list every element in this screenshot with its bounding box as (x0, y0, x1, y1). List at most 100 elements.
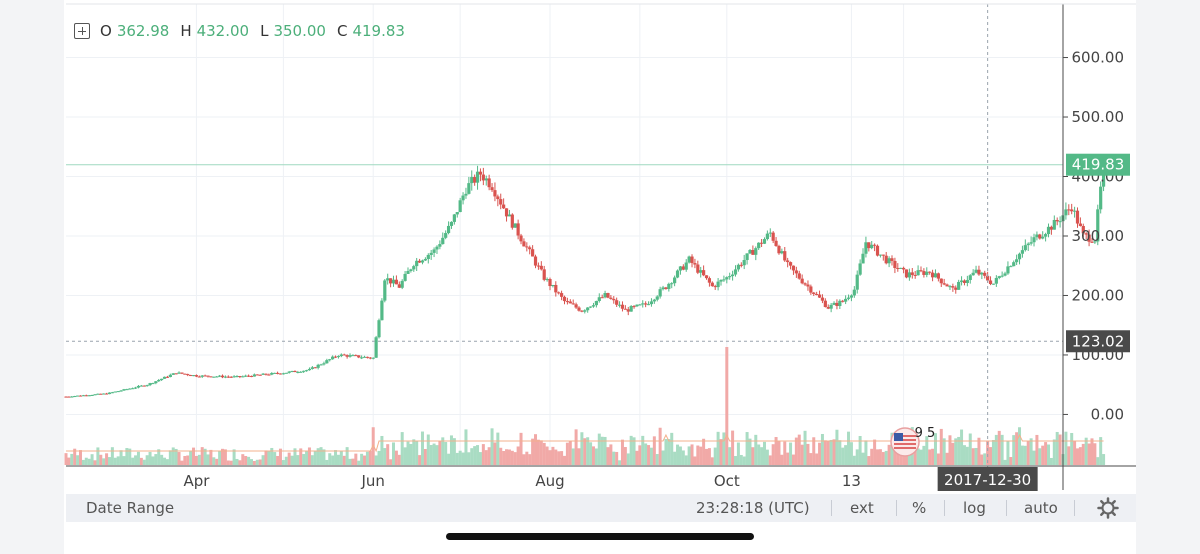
volume-bar (855, 449, 859, 465)
flag-canton (894, 433, 903, 441)
volume-bar (409, 443, 413, 465)
volume-bar (64, 453, 68, 465)
volume-bar (794, 437, 798, 465)
candle-body (739, 264, 743, 266)
volume-bar (113, 457, 117, 465)
candle-body (754, 248, 758, 255)
volume-bar (438, 440, 442, 465)
log-toggle[interactable]: log (963, 499, 986, 517)
candle-body (232, 376, 236, 378)
candle-body (258, 374, 262, 376)
volume-bar (209, 449, 213, 465)
candle-body (925, 271, 929, 275)
volume-bar (583, 438, 587, 465)
ohlc-high-value: 432.00 (196, 22, 250, 40)
volume-bar (264, 450, 268, 465)
candle-body (1020, 250, 1025, 254)
candle-body (470, 177, 474, 184)
volume-bar (951, 442, 955, 465)
volume-bar (134, 455, 138, 465)
candle-body (617, 304, 622, 306)
volume-bar (415, 440, 419, 465)
candle-body (139, 385, 143, 387)
utc-clock[interactable]: 23:28:18 (UTC) (696, 499, 810, 517)
volume-bar (226, 460, 230, 465)
crosshair-date-bg (937, 467, 1038, 491)
volume-bar (206, 454, 210, 465)
candle-body (858, 263, 862, 275)
candle-body (632, 306, 636, 308)
candle-body (417, 260, 422, 263)
candle-body (725, 277, 729, 280)
candle-body (360, 357, 364, 359)
candle-body (510, 214, 514, 228)
expand-icon[interactable] (74, 23, 90, 39)
date-range-button[interactable]: Date Range (86, 499, 175, 517)
volume-bar (186, 455, 190, 465)
percent-toggle[interactable]: % (912, 499, 927, 517)
candle-body (1070, 209, 1074, 212)
candle-body (203, 375, 207, 377)
candle-body (809, 286, 813, 293)
candle-body (446, 225, 451, 234)
candle-body (183, 373, 187, 375)
candle-body (791, 265, 796, 271)
x-tick-label: Apr (183, 472, 210, 490)
volume-bar (426, 434, 430, 465)
candle-body (507, 214, 512, 217)
volume-bar (534, 434, 538, 465)
candle-body (626, 309, 630, 312)
ext-toggle[interactable]: ext (850, 499, 874, 517)
candle-body (545, 279, 549, 281)
volume-bar (232, 449, 236, 465)
candle-body (389, 278, 393, 284)
flag-stripe (894, 439, 916, 441)
volume-bar (247, 456, 251, 465)
candle-body (664, 287, 668, 289)
volume-bar (876, 449, 880, 465)
candle-body (1003, 273, 1007, 276)
volume-bar (945, 452, 949, 465)
volume-bar (936, 453, 940, 465)
candle-body (371, 357, 375, 359)
volume-bar (658, 427, 662, 465)
volume-bar (838, 440, 842, 465)
x-tick-label: Jun (360, 472, 384, 490)
volume-bar (1018, 427, 1022, 465)
candle-body (864, 242, 868, 254)
candle-body (102, 393, 106, 395)
candle-body (235, 376, 239, 378)
volume-bar (661, 450, 665, 465)
candle-body (406, 270, 410, 274)
volume-bar (458, 450, 462, 465)
candle-body (522, 241, 526, 247)
volume-bar (823, 440, 827, 465)
candle-body (357, 355, 361, 358)
candle-body (273, 372, 277, 374)
candle-body (64, 396, 68, 398)
volume-bar (119, 450, 123, 465)
auto-toggle[interactable]: auto (1024, 499, 1058, 517)
candle-body (90, 394, 94, 396)
candle-body (151, 383, 155, 385)
volume-bar (455, 452, 459, 465)
candle-body (884, 255, 888, 264)
volume-bar (177, 452, 181, 465)
volume-bar (603, 436, 607, 465)
candle-body (557, 292, 561, 294)
candle-body (412, 266, 416, 270)
candle-body (362, 356, 367, 358)
volume-bar (516, 446, 520, 465)
volume-bar (716, 431, 720, 465)
volume-bar (525, 451, 529, 465)
volume-bar (496, 432, 500, 465)
volume-bar (565, 442, 569, 465)
volume-bar (252, 460, 256, 465)
candle-body (600, 297, 604, 299)
gear-icon[interactable] (1096, 496, 1120, 520)
candle-body (597, 297, 601, 301)
candle-body (1058, 221, 1062, 223)
volume-bar (681, 450, 685, 465)
